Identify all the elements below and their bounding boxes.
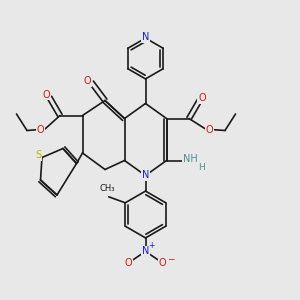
Text: O: O [205,125,213,135]
Text: S: S [35,150,41,160]
Text: NH: NH [183,154,198,164]
Text: H: H [198,163,205,172]
Text: N: N [142,170,149,181]
Text: O: O [37,124,44,135]
Text: O: O [124,258,132,268]
Text: O: O [159,258,167,268]
Text: CH₃: CH₃ [100,184,115,193]
Text: N: N [142,32,149,42]
Text: O: O [198,93,206,103]
Text: O: O [83,76,91,86]
Text: O: O [43,89,50,100]
Text: N: N [142,246,149,256]
Text: +: + [148,242,154,250]
Text: −: − [167,254,175,263]
